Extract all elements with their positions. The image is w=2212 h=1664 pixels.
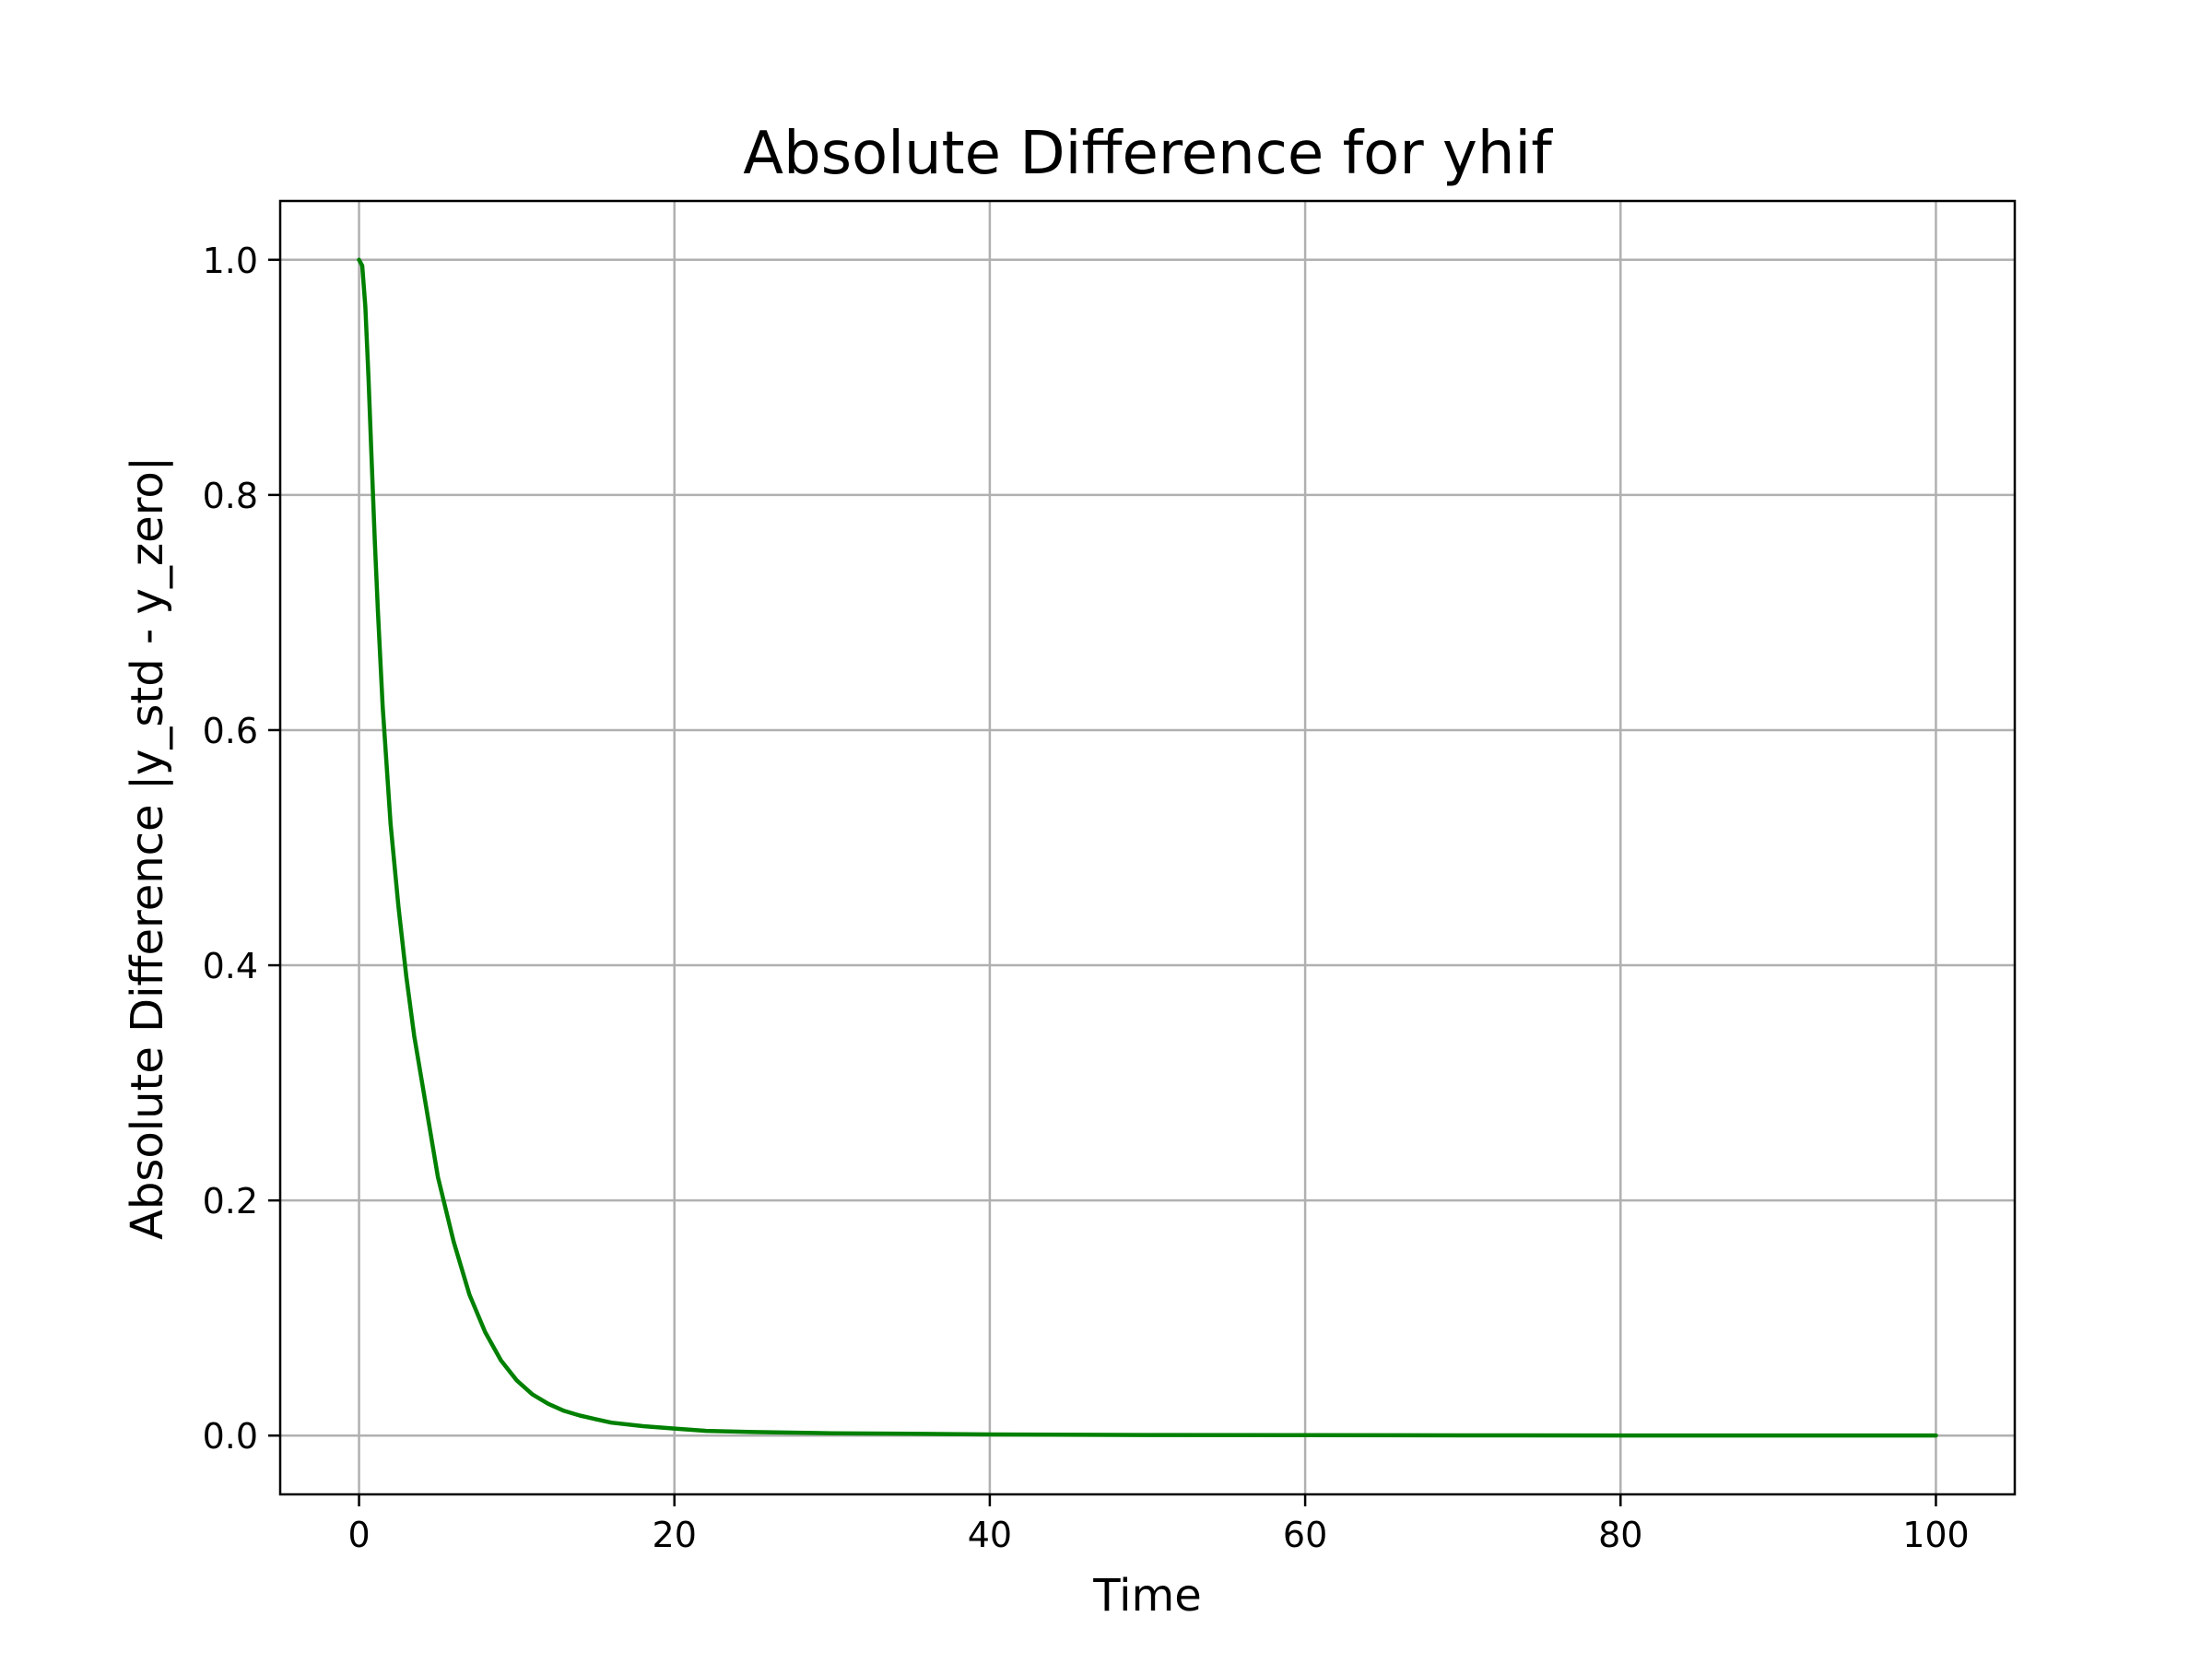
x-axis-label: Time <box>1092 1570 1201 1622</box>
y-tick-label: 1.0 <box>203 241 258 281</box>
x-tick-label: 100 <box>1902 1515 1970 1555</box>
grid <box>280 201 2015 1494</box>
axes-frame <box>278 199 2017 1496</box>
y-tick-label: 0.0 <box>203 1416 258 1457</box>
ticks: 0 20 40 60 80 100 0.0 0.2 0.4 0.6 0.8 1.0 <box>203 241 1970 1555</box>
x-tick-label: 0 <box>347 1515 370 1555</box>
y-tick-label: 0.6 <box>203 711 258 751</box>
x-tick-label: 40 <box>968 1515 1012 1555</box>
y-tick-label: 0.2 <box>203 1181 258 1221</box>
y-axis-label: Absolute Difference |y_std - y_zero| <box>122 456 173 1240</box>
y-tick-label: 0.4 <box>203 946 258 986</box>
y-tick-label: 0.8 <box>203 476 258 516</box>
x-tick-label: 60 <box>1283 1515 1327 1555</box>
x-tick-label: 80 <box>1598 1515 1642 1555</box>
plot-area <box>357 257 1938 1438</box>
series-line <box>357 257 1938 1438</box>
x-tick-label: 20 <box>653 1515 697 1555</box>
chart-title: Absolute Difference for yhif <box>743 120 1553 188</box>
